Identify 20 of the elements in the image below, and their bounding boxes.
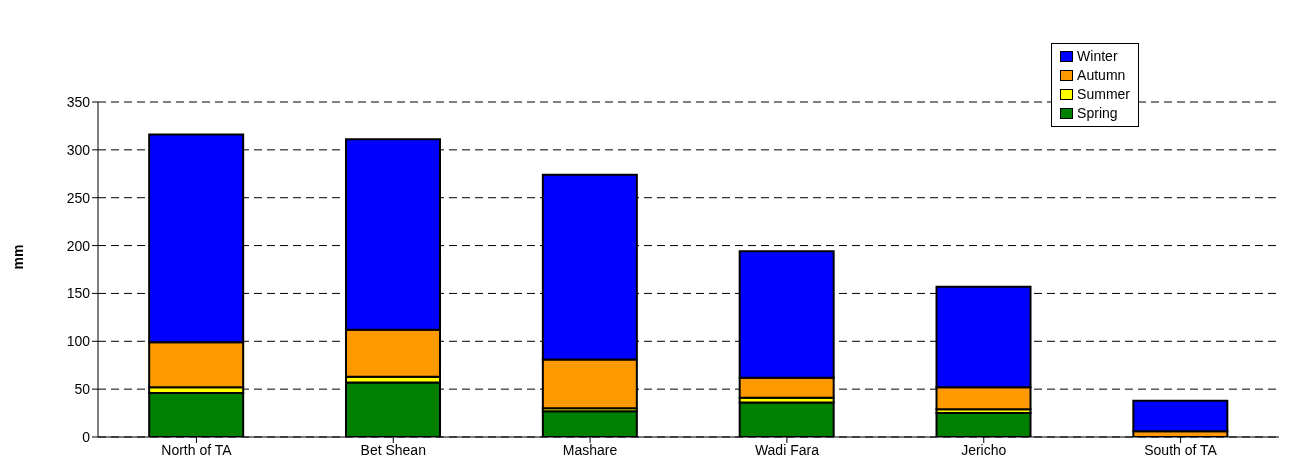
y-tick-label: 200: [66, 237, 91, 254]
legend-label: Winter: [1077, 47, 1118, 66]
y-axis-title: mm: [9, 244, 26, 270]
y-tick-label: 50: [74, 381, 91, 398]
legend-label: Summer: [1077, 85, 1130, 104]
x-tick-label: Bet Shean: [360, 441, 426, 458]
x-tick-label: North of TA: [161, 441, 233, 458]
x-tick-label: South of TA: [1144, 441, 1218, 458]
y-tick-label: 350: [66, 93, 91, 110]
y-tick-label: 250: [66, 189, 91, 206]
y-tick-label: 150: [66, 285, 91, 302]
y-tick-label: 300: [66, 141, 91, 158]
y-tick-label: 0: [82, 428, 91, 445]
x-tick-label: Wadi Fara: [754, 441, 820, 458]
x-tick-label: Jericho: [961, 441, 1007, 458]
y-tick-label: 100: [66, 333, 91, 350]
x-tick-label: Mashare: [562, 441, 618, 458]
bar: [1132, 399, 1229, 433]
legend-label: Autumn: [1077, 66, 1126, 85]
legend-label: Spring: [1077, 104, 1118, 123]
